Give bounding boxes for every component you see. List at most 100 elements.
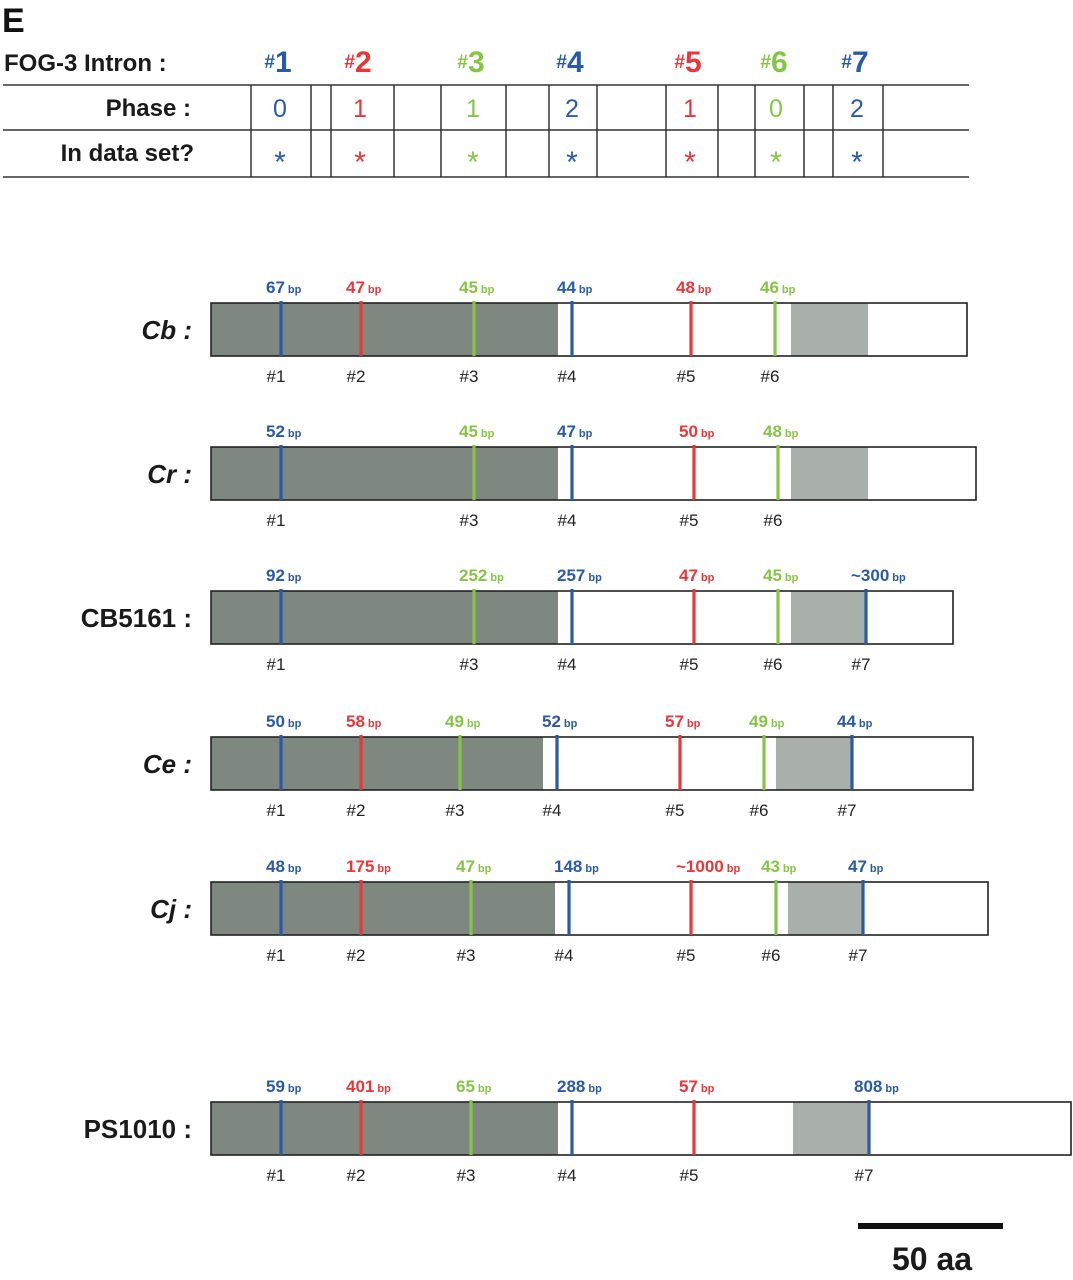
intron-index-label: #5 xyxy=(677,367,696,386)
intron-index-label: #1 xyxy=(267,801,286,820)
intron-size-label: 45 bp xyxy=(763,566,799,585)
intron-size-value: 59 xyxy=(266,1077,285,1096)
intron-size-label: 148 bp xyxy=(554,857,599,876)
dataset-star-6: * xyxy=(770,146,782,179)
conserved-domain-light xyxy=(791,303,868,356)
phase-value-2: 1 xyxy=(353,95,367,123)
intron-index-label: #7 xyxy=(852,655,871,674)
scale-bar: 50 aa xyxy=(858,1223,1003,1277)
intron-number-3: #3 xyxy=(457,46,484,79)
hash-mark: # xyxy=(344,52,355,73)
intron-size-value: 49 xyxy=(445,712,464,731)
species-row: Ce :50 bp#158 bp#249 bp#352 bp#457 bp#549 bp#6… xyxy=(143,712,974,820)
intron-size-unit: bp xyxy=(701,572,715,584)
intron-size-unit: bp xyxy=(782,284,796,296)
intron-size-unit: bp xyxy=(783,863,797,875)
intron-size-value: 45 xyxy=(763,566,782,585)
intron-size-label: 50 bp xyxy=(679,422,715,441)
phase-value-7: 2 xyxy=(850,95,864,123)
intron-size-label: 58 bp xyxy=(346,712,382,731)
intron-size-unit: bp xyxy=(377,1083,391,1095)
protein-box xyxy=(210,446,977,501)
hash-mark: # xyxy=(457,52,468,73)
intron-size-value: 48 xyxy=(266,857,285,876)
intron-size-unit: bp xyxy=(288,572,302,584)
intron-size-unit: bp xyxy=(478,1083,492,1095)
phase-value-3: 1 xyxy=(466,95,480,123)
intron-size-label: 67 bp xyxy=(266,278,302,297)
intron-size-value: 46 xyxy=(760,278,779,297)
hash-mark: # xyxy=(841,52,852,73)
intron-size-label: 50 bp xyxy=(266,712,302,731)
intron-index-label: #6 xyxy=(750,801,769,820)
intron-size-label: 44 bp xyxy=(837,712,873,731)
intron-size-value: 45 xyxy=(459,278,478,297)
intron-index-label: #2 xyxy=(347,1166,366,1185)
intron-number-value: 6 xyxy=(771,46,788,79)
intron-size-label: 45 bp xyxy=(459,422,495,441)
intron-index-label: #4 xyxy=(558,655,577,674)
protein-box xyxy=(210,881,989,936)
intron-size-unit: bp xyxy=(368,718,382,730)
intron-number-4: #4 xyxy=(556,46,584,79)
conserved-domain-dark xyxy=(211,882,555,935)
protein-box xyxy=(210,1101,1072,1156)
intron-size-label: 49 bp xyxy=(749,712,785,731)
intron-size-value: 52 xyxy=(542,712,561,731)
conserved-domain-light xyxy=(791,591,866,644)
species-gene-models: Cb :67 bp#147 bp#245 bp#344 bp#448 bp#546 bp#6… xyxy=(81,278,1072,1185)
intron-index-label: #3 xyxy=(457,946,476,965)
intron-size-label: 59 bp xyxy=(266,1077,302,1096)
intron-size-label: 45 bp xyxy=(459,278,495,297)
intron-index-label: #2 xyxy=(347,946,366,965)
species-label: Cj : xyxy=(150,894,192,924)
conserved-domain-light xyxy=(788,882,863,935)
intron-index-label: #4 xyxy=(558,1166,577,1185)
protein-box xyxy=(210,590,954,645)
intron-size-unit: bp xyxy=(698,284,712,296)
intron-index-label: #7 xyxy=(855,1166,874,1185)
intron-size-unit: bp xyxy=(785,572,799,584)
intron-size-value: 57 xyxy=(679,1077,698,1096)
intron-index-label: #2 xyxy=(347,367,366,386)
hash-mark: # xyxy=(556,52,567,73)
intron-size-label: 48 bp xyxy=(266,857,302,876)
intron-index-label: #3 xyxy=(460,367,479,386)
intron-size-label: 48 bp xyxy=(676,278,712,297)
intron-size-value: 45 xyxy=(459,422,478,441)
intron-size-value: 43 xyxy=(761,857,780,876)
intron-index-label: #3 xyxy=(460,511,479,530)
intron-index-label: #5 xyxy=(677,946,696,965)
intron-size-label: 65 bp xyxy=(456,1077,492,1096)
intron-size-value: 57 xyxy=(665,712,684,731)
intron-size-unit: bp xyxy=(588,572,602,584)
conserved-domain-light xyxy=(791,447,868,500)
intron-size-label: 257 bp xyxy=(557,566,602,585)
intron-size-unit: bp xyxy=(585,863,599,875)
intron-index-label: #1 xyxy=(267,655,286,674)
intron-index-label: #5 xyxy=(680,655,699,674)
intron-size-value: 252 xyxy=(459,566,487,585)
intron-index-label: #2 xyxy=(347,801,366,820)
intron-size-label: 49 bp xyxy=(445,712,481,731)
intron-size-unit: bp xyxy=(701,1083,715,1095)
dataset-star-1: * xyxy=(274,146,286,179)
intron-size-unit: bp xyxy=(885,1083,899,1095)
intron-index-label: #7 xyxy=(838,801,857,820)
conserved-domain-light xyxy=(793,1102,869,1155)
intron-size-value: 401 xyxy=(346,1077,374,1096)
intron-index-label: #4 xyxy=(558,511,577,530)
intron-size-label: 47 bp xyxy=(456,857,492,876)
intron-index-label: #1 xyxy=(267,511,286,530)
intron-size-label: 288 bp xyxy=(557,1077,602,1096)
intron-size-unit: bp xyxy=(785,428,799,440)
intron-size-label: 401 bp xyxy=(346,1077,391,1096)
intron-number-value: 7 xyxy=(852,46,869,79)
intron-index-label: #6 xyxy=(764,655,783,674)
intron-size-value: 148 xyxy=(554,857,582,876)
intron-number-value: 1 xyxy=(275,46,292,79)
dataset-row-label: In data set? xyxy=(61,140,194,167)
species-label: Cb : xyxy=(141,315,192,345)
